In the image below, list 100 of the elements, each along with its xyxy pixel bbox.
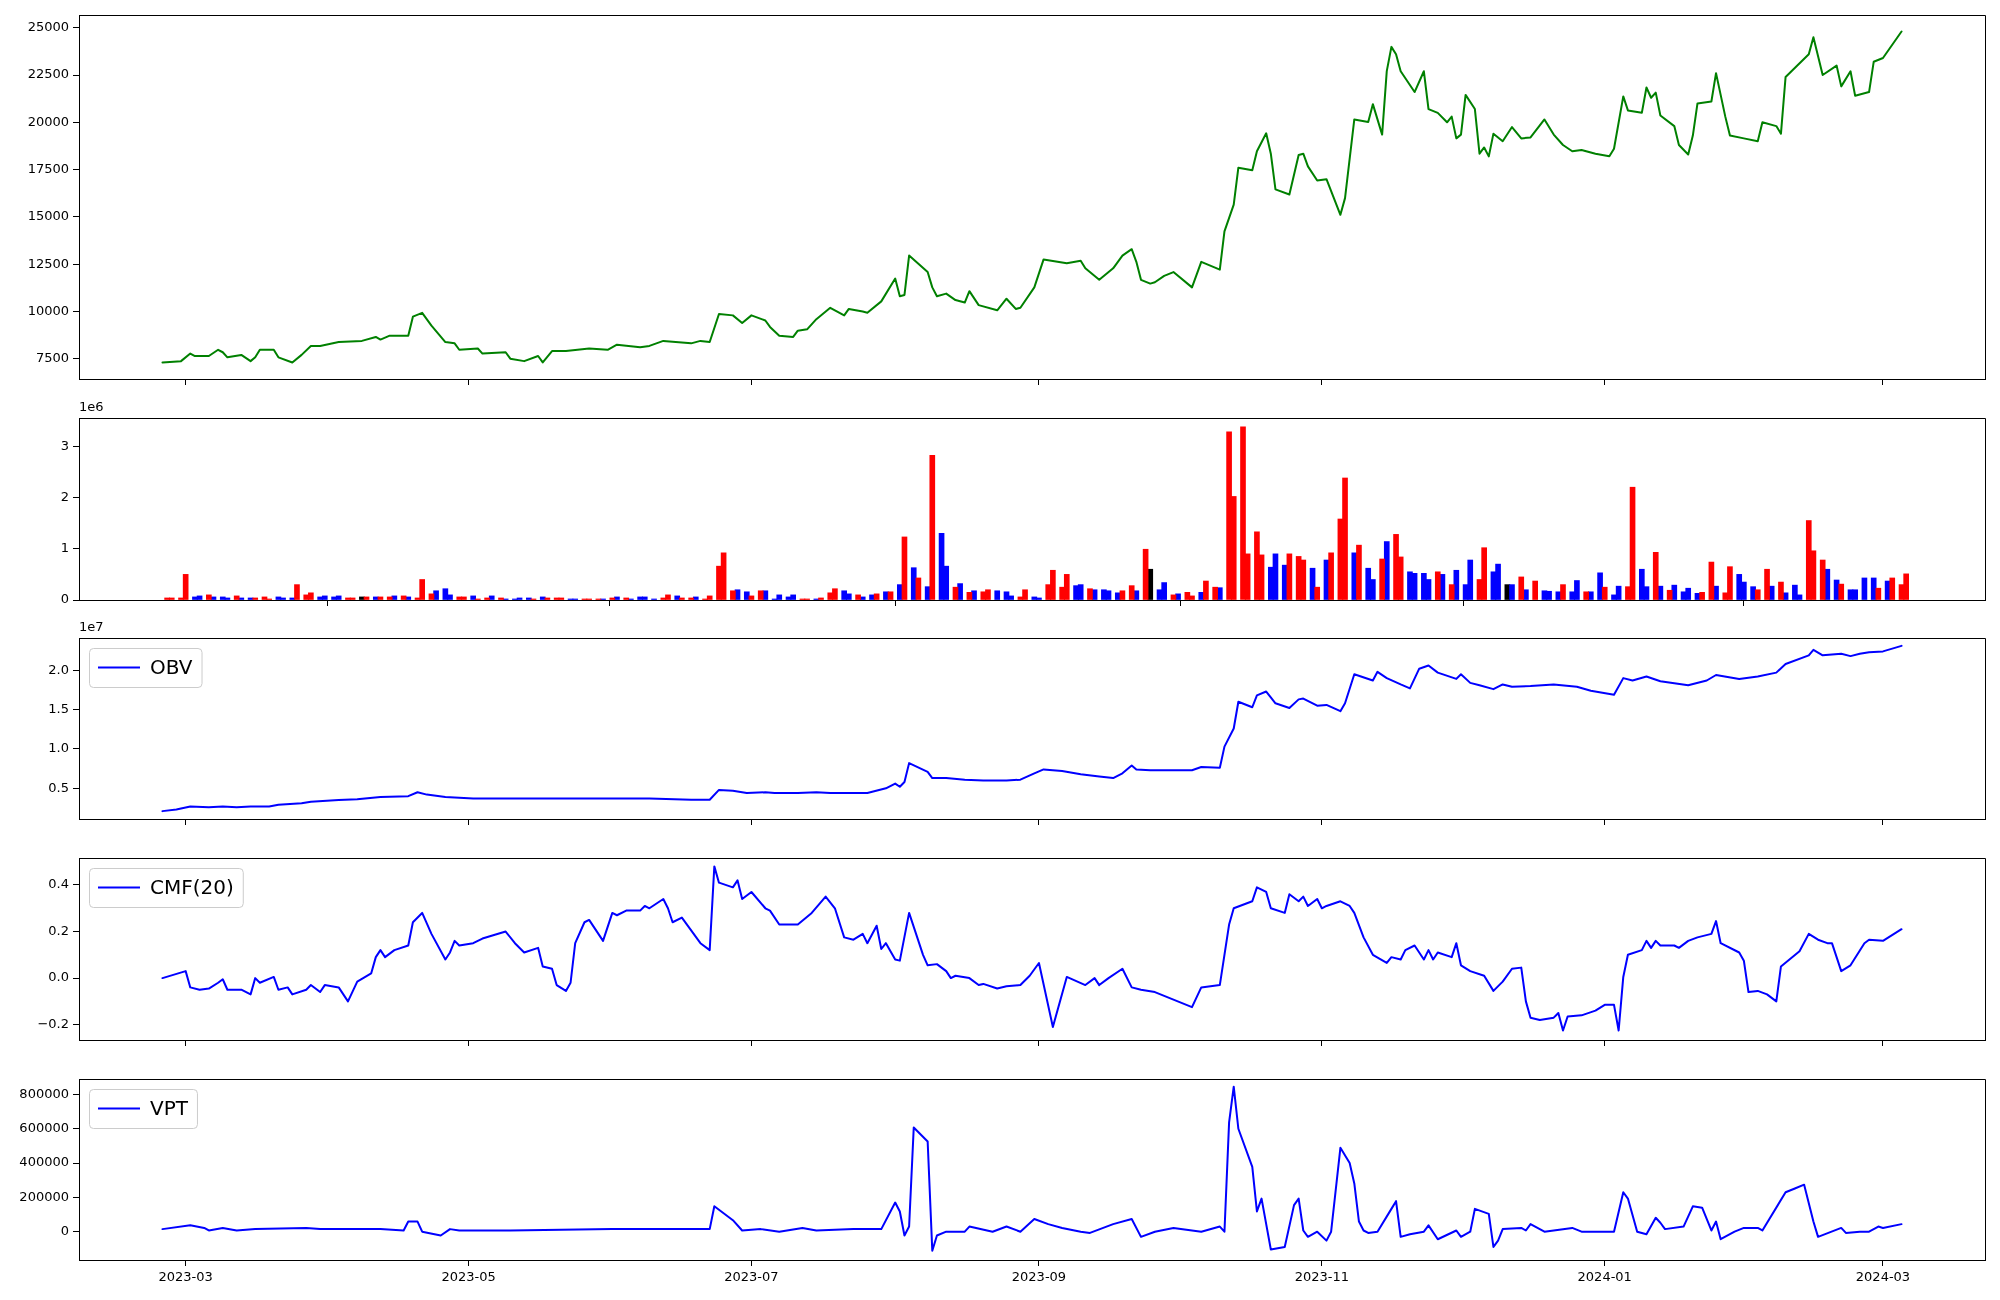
bar bbox=[1870, 577, 1877, 600]
y-tick-label: 15000 bbox=[27, 208, 69, 224]
bar bbox=[757, 590, 764, 600]
bar bbox=[386, 596, 393, 600]
bar bbox=[776, 594, 783, 600]
bar bbox=[168, 597, 175, 600]
bar bbox=[1087, 588, 1093, 600]
bar bbox=[488, 595, 495, 600]
x-tick-label: 2023-11 bbox=[1294, 1269, 1350, 1285]
y-tick-label: 25000 bbox=[27, 19, 69, 35]
x-tick-label: 2023-05 bbox=[441, 1269, 496, 1285]
bar bbox=[1379, 558, 1385, 600]
bar bbox=[1128, 585, 1135, 600]
bar bbox=[790, 594, 796, 600]
text: 1e6 bbox=[79, 398, 104, 414]
y-tick-label: 1 bbox=[60, 540, 69, 556]
legend-label: VPT bbox=[150, 1095, 189, 1120]
bar bbox=[1356, 544, 1362, 600]
bar bbox=[1161, 582, 1167, 600]
y-tick-label: 2.0 bbox=[48, 661, 69, 677]
x-tick-label: 2023-09 bbox=[1011, 1269, 1067, 1285]
bar bbox=[1063, 574, 1070, 600]
bar bbox=[1792, 584, 1798, 600]
y-tick-label: −0.2 bbox=[37, 1016, 69, 1032]
x-tick-label: 2023-07 bbox=[724, 1269, 779, 1285]
bar bbox=[966, 591, 973, 600]
y-tick-label: 12500 bbox=[27, 255, 69, 271]
bar bbox=[1652, 551, 1659, 600]
bar bbox=[1532, 580, 1538, 600]
bar bbox=[1008, 595, 1014, 600]
x-tick-label: 2024-01 bbox=[1577, 1269, 1632, 1285]
bar bbox=[1212, 586, 1219, 600]
x-tick-label: 2023-03 bbox=[158, 1269, 213, 1285]
bar bbox=[1778, 581, 1784, 600]
bar bbox=[1560, 584, 1566, 600]
y-tick-label: 0.5 bbox=[48, 779, 69, 795]
bar bbox=[1601, 586, 1608, 600]
y-tick-label: 0.2 bbox=[48, 922, 69, 938]
y-tick-label: 400000 bbox=[19, 1154, 69, 1170]
bar bbox=[1597, 572, 1603, 600]
bar bbox=[929, 455, 936, 600]
y-tick-label: 600000 bbox=[19, 1120, 69, 1136]
legend-label: CMF(20) bbox=[150, 874, 234, 899]
bar bbox=[1077, 584, 1084, 600]
legend-label: OBV bbox=[150, 654, 193, 679]
y-tick-label: 22500 bbox=[27, 66, 69, 82]
bar bbox=[1105, 590, 1112, 600]
bar bbox=[1754, 589, 1761, 600]
bar bbox=[419, 579, 425, 600]
bar bbox=[1699, 591, 1705, 600]
bar bbox=[706, 595, 713, 600]
bar bbox=[1467, 559, 1474, 600]
bar bbox=[470, 595, 477, 600]
y-tick-label: 20000 bbox=[27, 113, 69, 129]
bar bbox=[1889, 577, 1896, 600]
y-tick-label: 1.5 bbox=[48, 700, 69, 716]
bar bbox=[1022, 589, 1028, 600]
bar bbox=[1546, 590, 1552, 600]
y-tick-label: 3 bbox=[60, 437, 69, 453]
bar bbox=[1685, 587, 1692, 600]
bar bbox=[1852, 589, 1858, 600]
bar bbox=[1203, 580, 1209, 600]
bar bbox=[1518, 576, 1525, 600]
bar bbox=[294, 584, 300, 600]
bar bbox=[1434, 571, 1441, 600]
text: 1e7 bbox=[79, 618, 104, 634]
y-tick-label: 0 bbox=[60, 591, 69, 607]
bar bbox=[1639, 568, 1645, 600]
bar bbox=[1119, 590, 1126, 600]
bar bbox=[688, 597, 694, 600]
y-tick-label: 800000 bbox=[19, 1085, 69, 1101]
bar bbox=[1495, 563, 1501, 600]
y-tick-label: 0.4 bbox=[48, 876, 69, 892]
bar bbox=[321, 595, 328, 600]
y-tick-label: 0.0 bbox=[48, 969, 69, 985]
bar bbox=[558, 597, 565, 600]
bar bbox=[1903, 573, 1909, 600]
bar bbox=[743, 591, 750, 600]
bar bbox=[1838, 583, 1845, 600]
bar bbox=[994, 590, 1001, 600]
bar bbox=[498, 597, 504, 600]
bar bbox=[674, 595, 681, 600]
bar bbox=[484, 597, 490, 600]
bar bbox=[623, 597, 630, 600]
bar bbox=[1819, 559, 1826, 600]
bar bbox=[1509, 584, 1515, 600]
bar bbox=[1300, 559, 1307, 600]
bar bbox=[335, 595, 342, 600]
bar bbox=[1328, 552, 1334, 600]
bar bbox=[1448, 584, 1455, 600]
bar bbox=[855, 594, 861, 600]
y-tick-label: 0 bbox=[60, 1223, 69, 1239]
bar bbox=[730, 590, 736, 600]
bar bbox=[1583, 591, 1590, 600]
bar bbox=[1240, 426, 1246, 600]
bar bbox=[609, 597, 616, 600]
bar bbox=[1764, 568, 1770, 600]
bar bbox=[641, 596, 648, 600]
y-tick-label: 7500 bbox=[35, 350, 69, 366]
y-tick-label: 2 bbox=[60, 488, 69, 504]
